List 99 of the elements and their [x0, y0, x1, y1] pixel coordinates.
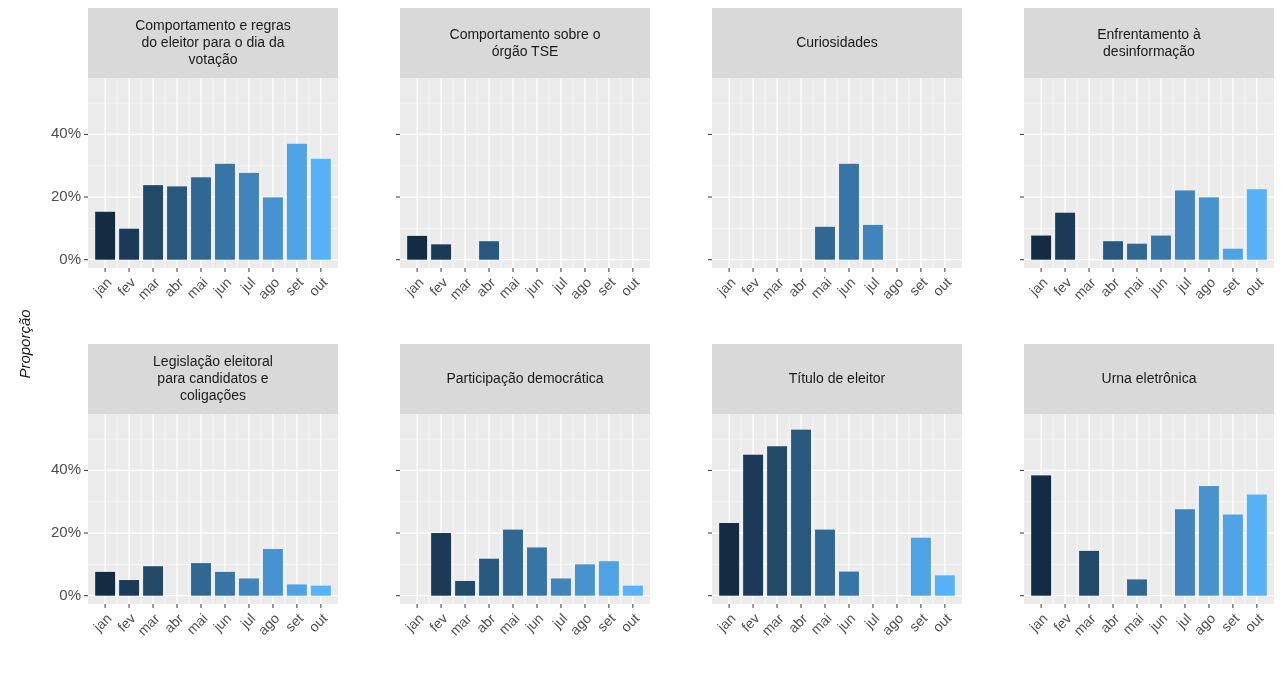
- x-tick-label: jun: [833, 610, 859, 636]
- bar: [479, 558, 499, 596]
- bar: [262, 197, 283, 260]
- bar: [215, 571, 235, 596]
- bar: [95, 211, 116, 260]
- x-tick-label: out: [617, 610, 643, 636]
- y-tick-label: 20%: [50, 187, 81, 205]
- bar: [622, 585, 643, 596]
- x-tick-label: out: [1241, 610, 1267, 636]
- x-tick-label: jan: [713, 274, 739, 300]
- y-tick-label: 0%: [59, 249, 81, 267]
- bar: [310, 158, 331, 260]
- y-tick-label: 40%: [50, 124, 81, 142]
- chart-title: Comportamento sobre o órgão TSE: [449, 25, 601, 59]
- x-tick-label: set: [281, 274, 307, 299]
- x-tick-label: set: [905, 274, 931, 299]
- bar: [167, 186, 187, 260]
- bar: [1031, 235, 1052, 260]
- bar: [767, 446, 788, 596]
- x-tick-label: jan: [89, 610, 115, 636]
- chart-title: Legislação eleitoral para candidatos e coligações: [153, 352, 273, 403]
- bar: [815, 529, 835, 596]
- bar: [1246, 494, 1267, 596]
- bar: [910, 537, 931, 596]
- y-axis-title: Proporção: [16, 309, 33, 379]
- chart-title: Curiosidades: [796, 33, 878, 50]
- bar: [574, 564, 595, 596]
- bar: [1055, 212, 1076, 260]
- bar: [839, 571, 859, 596]
- y-tick-label: 0%: [59, 585, 81, 603]
- bar: [310, 585, 331, 596]
- x-tick-label: jun: [209, 274, 235, 300]
- bar: [1103, 241, 1123, 260]
- x-tick-label: jan: [401, 274, 427, 300]
- x-tick-label: set: [281, 610, 307, 635]
- bar: [1175, 190, 1195, 260]
- x-tick-label: out: [929, 274, 955, 300]
- bar: [95, 571, 116, 596]
- x-tick-label: jun: [1145, 274, 1171, 300]
- bar: [1031, 475, 1052, 596]
- bar: [1127, 579, 1147, 596]
- y-tick-label: 20%: [50, 523, 81, 541]
- x-tick-label: out: [929, 610, 955, 636]
- bar: [119, 228, 140, 260]
- x-tick-label: jan: [89, 274, 115, 300]
- x-tick-label: set: [593, 274, 619, 299]
- bar: [1151, 235, 1171, 260]
- bar: [1198, 197, 1219, 260]
- x-tick-label: set: [593, 610, 619, 635]
- x-tick-label: out: [305, 610, 331, 636]
- x-tick-label: jun: [521, 274, 547, 300]
- y-tick-label: 40%: [50, 460, 81, 478]
- x-tick-label: out: [617, 274, 643, 300]
- bar: [791, 429, 811, 596]
- x-tick-label: jan: [1025, 610, 1051, 636]
- x-tick-label: out: [1241, 274, 1267, 300]
- chart-title: Comportamento e regras do eleitor para o dia da votação: [135, 16, 291, 67]
- x-tick-label: jun: [521, 610, 547, 636]
- bar: [1079, 550, 1100, 596]
- bar: [1127, 243, 1147, 260]
- bar: [239, 172, 259, 260]
- x-tick-label: jan: [401, 610, 427, 636]
- bar: [191, 177, 211, 260]
- chart-title: Urna eletrônica: [1101, 369, 1197, 386]
- bar: [143, 185, 164, 260]
- bar: [1222, 248, 1243, 260]
- bar: [743, 454, 764, 596]
- bar: [503, 529, 523, 596]
- bar: [286, 584, 307, 596]
- bar: [431, 533, 452, 596]
- chart-title: Título de eleitor: [788, 369, 886, 386]
- x-tick-label: jun: [833, 274, 859, 300]
- x-tick-label: set: [905, 610, 931, 635]
- x-tick-label: out: [305, 274, 331, 300]
- bar: [191, 563, 211, 596]
- bar: [143, 566, 164, 596]
- bar: [286, 143, 307, 260]
- bar: [1198, 486, 1219, 596]
- bar: [551, 578, 571, 596]
- bar: [1246, 189, 1267, 260]
- chart-title: Participação democrática: [446, 369, 604, 386]
- x-tick-label: jan: [1025, 274, 1051, 300]
- bar: [1222, 514, 1243, 596]
- x-tick-label: jun: [209, 610, 235, 636]
- bar: [527, 547, 547, 596]
- bar: [262, 549, 283, 596]
- x-tick-label: jun: [1145, 610, 1171, 636]
- bar: [239, 578, 259, 596]
- bar: [598, 561, 619, 596]
- bar: [719, 523, 740, 596]
- bar: [455, 580, 476, 596]
- x-tick-label: set: [1217, 610, 1243, 635]
- chart-title: Enfrentamento à desinformação: [1097, 25, 1201, 59]
- bar: [934, 575, 955, 596]
- bar: [1175, 509, 1195, 596]
- bar: [119, 580, 140, 596]
- bar: [215, 163, 235, 260]
- x-tick-label: jan: [713, 610, 739, 636]
- x-tick-label: set: [1217, 274, 1243, 299]
